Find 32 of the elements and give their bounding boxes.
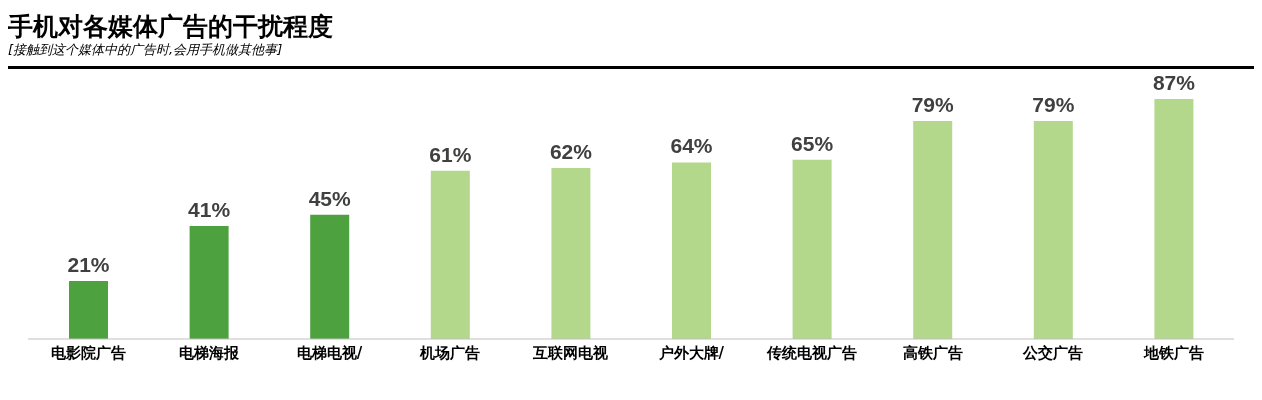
bar — [792, 159, 832, 339]
bar — [430, 170, 470, 339]
chart-title: 手机对各媒体广告的干扰程度 — [8, 12, 334, 42]
data-label: 87% — [1152, 71, 1196, 94]
data-label: 79% — [911, 93, 955, 117]
chart-subtitle: [接触到这个媒体中的广告时,会用手机做其他事] — [8, 42, 284, 58]
data-label: 79% — [1032, 93, 1075, 117]
x-tick-label: 公交广告 — [1022, 343, 1084, 362]
bar — [672, 162, 711, 339]
bar — [1154, 99, 1194, 339]
data-label: 45% — [308, 186, 352, 210]
bar — [69, 281, 108, 339]
x-tick-label: 机场广告 — [419, 343, 481, 362]
x-tick-label: 电梯海报 — [178, 343, 240, 362]
data-label: 64% — [670, 134, 713, 158]
x-tick-label: 户外大牌/ — [657, 343, 725, 362]
data-label: 61% — [429, 142, 472, 166]
data-label: 62% — [549, 139, 593, 163]
bar — [310, 214, 350, 339]
bar — [913, 121, 953, 339]
data-label: 41% — [188, 197, 231, 221]
x-tick-label: 电梯电视/ — [296, 343, 363, 362]
x-tick-label: 高铁广告 — [902, 343, 963, 362]
data-label: 65% — [791, 131, 834, 155]
bar — [551, 167, 591, 339]
x-tick-label: 传统电视广告 — [765, 343, 857, 362]
x-tick-label: 地铁广告 — [1142, 343, 1204, 362]
bar — [1033, 121, 1073, 339]
x-tick-label: 互联网电视 — [532, 343, 609, 362]
data-label: 21% — [67, 253, 110, 277]
bar — [189, 225, 229, 339]
x-tick-label: 电影院广告 — [50, 343, 126, 362]
